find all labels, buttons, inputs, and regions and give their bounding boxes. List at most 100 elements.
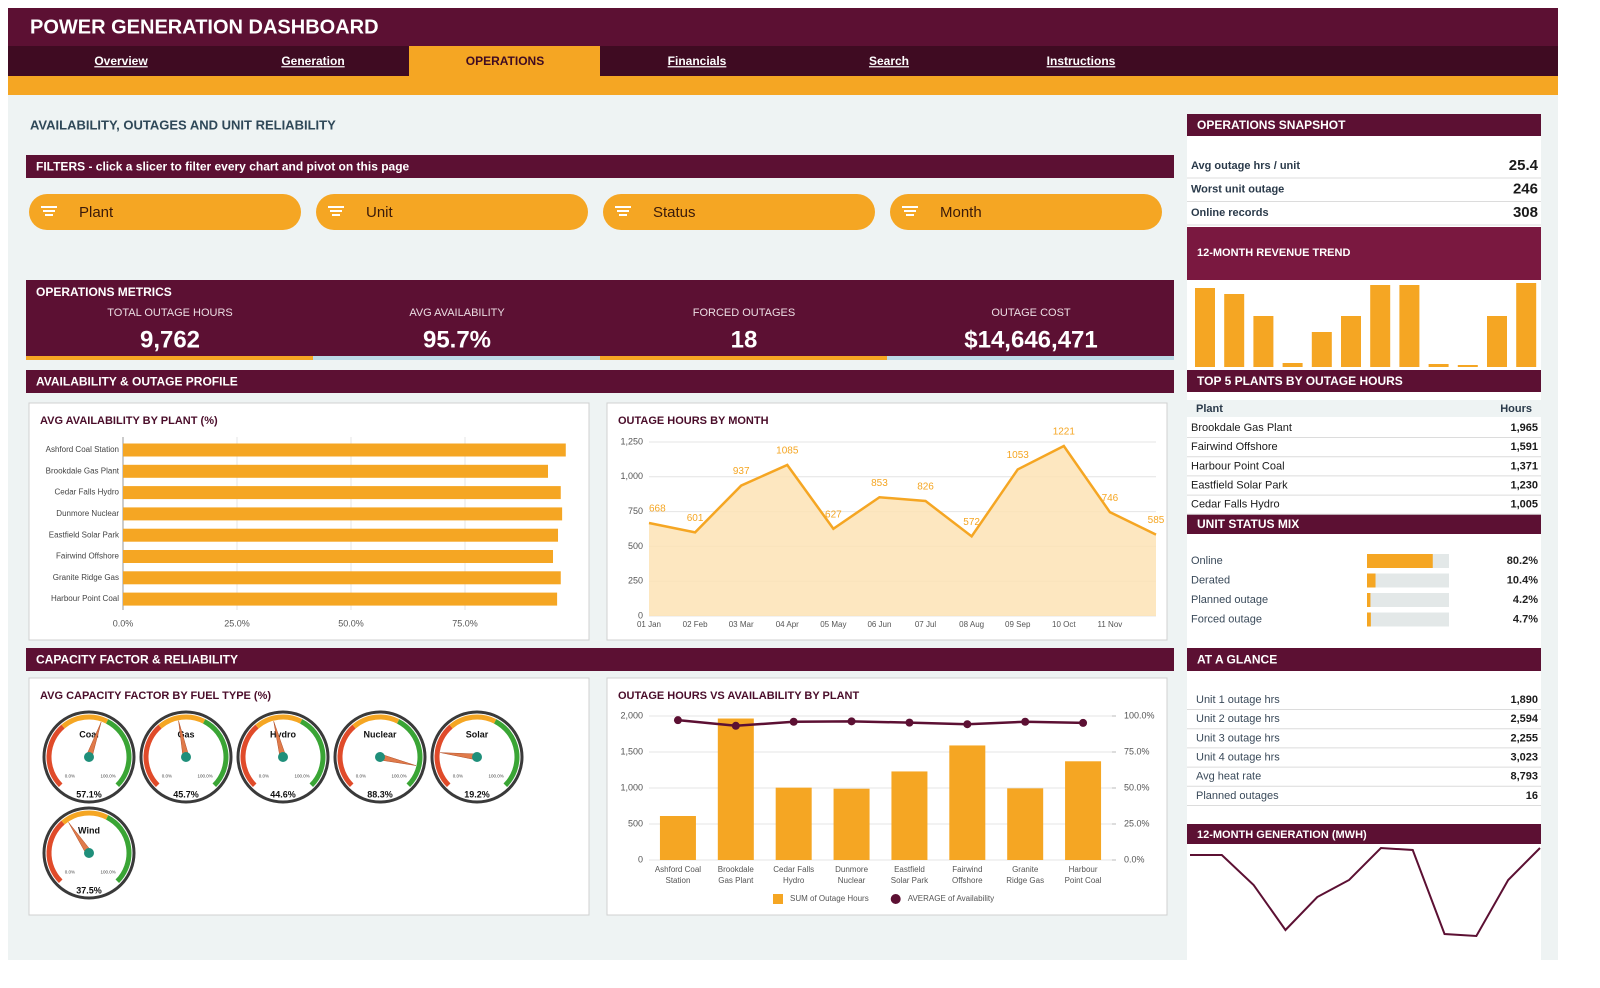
- slicer-label[interactable]: Month: [940, 204, 982, 221]
- gauge-band: [105, 815, 132, 884]
- column-header: Plant: [1196, 403, 1223, 415]
- section-header-text: CAPACITY FACTOR & RELIABILITY: [36, 653, 238, 667]
- metric-label: FORCED OUTAGES: [693, 307, 795, 319]
- line-point: [847, 717, 856, 726]
- status-bar: [1367, 554, 1433, 568]
- gauge-band: [105, 719, 132, 788]
- x-tick-label: 25.0%: [224, 618, 250, 628]
- line-point: [1079, 718, 1088, 727]
- x-tick-label: 11 Nov: [1098, 620, 1123, 629]
- column-header: Hours: [1500, 403, 1532, 415]
- line-point: [905, 718, 914, 727]
- snapshot-value: 308: [1513, 204, 1538, 221]
- gauge-label: Nuclear: [363, 729, 397, 739]
- glance-value: 2,594: [1510, 713, 1538, 725]
- metric-value: 18: [731, 326, 758, 353]
- status-track: [1367, 593, 1449, 607]
- x-tick-label: 09 Sep: [1005, 620, 1031, 629]
- metric-value: $14,646,471: [964, 326, 1097, 353]
- gauge-hub: [84, 848, 94, 858]
- y-tick-label: Fairwind Offshore: [56, 552, 120, 561]
- gauge-tick-label: 100.0%: [391, 773, 406, 778]
- slicer-label[interactable]: Unit: [366, 204, 394, 221]
- x-tick-label: Cedar Falls Hydro: [773, 865, 814, 885]
- bar: [1007, 788, 1044, 860]
- gauge-hub: [181, 752, 191, 762]
- dashboard-title: POWER GENERATION DASHBOARD: [30, 16, 379, 38]
- bar: [1341, 316, 1361, 367]
- bar: [833, 788, 870, 860]
- y-tick-label: Cedar Falls Hydro: [55, 488, 120, 497]
- status-bar: [1367, 612, 1371, 627]
- gauge-label: Gas: [177, 729, 194, 739]
- gauge-label: Coal: [79, 729, 99, 739]
- bar: [1370, 285, 1391, 367]
- glance-label: Unit 3 outage hrs: [1196, 732, 1280, 744]
- gauge-tick-label: 100.0%: [294, 773, 309, 778]
- slicer-label[interactable]: Status: [653, 204, 696, 221]
- gauge-tick-label: 100.0%: [197, 773, 212, 778]
- gauge-value: 37.5%: [76, 885, 102, 895]
- gauge-band: [240, 724, 259, 788]
- section-header: [26, 648, 1174, 671]
- bar: [717, 718, 754, 860]
- y-tick-label: 1,000: [620, 471, 643, 481]
- gauge-tick-label: 0.0%: [65, 773, 75, 778]
- gauge-hub: [84, 752, 94, 762]
- nav-tab[interactable]: Search: [869, 54, 909, 68]
- metric-strip: [600, 356, 887, 360]
- bar: [123, 592, 558, 606]
- x-tick-label: 06 Jun: [867, 620, 891, 629]
- plant-hours: 1,591: [1510, 441, 1538, 453]
- nav-tab[interactable]: Generation: [281, 54, 344, 68]
- x-tick-label: 50.0%: [338, 618, 364, 628]
- gauge-tick-label: 100.0%: [488, 773, 503, 778]
- section-header-text: AVAILABILITY & OUTAGE PROFILE: [36, 375, 238, 389]
- metric-value: 95.7%: [423, 326, 491, 353]
- nav-tab[interactable]: OPERATIONS: [466, 54, 544, 68]
- y2-tick-label: 50.0%: [1124, 782, 1150, 792]
- chart-title: 12-MONTH REVENUE TREND: [1197, 247, 1350, 259]
- glance-value: 3,023: [1510, 752, 1538, 764]
- y2-tick-label: 100.0%: [1124, 710, 1155, 720]
- plant-name: Brookdale Gas Plant: [1191, 422, 1292, 434]
- nav-tab[interactable]: Financials: [668, 54, 727, 68]
- data-label: 937: [733, 466, 750, 477]
- status-label: Online: [1191, 555, 1223, 567]
- x-tick-label: 08 Aug: [959, 620, 984, 629]
- gauge-tick-label: 100.0%: [100, 773, 115, 778]
- status-bar: [1367, 593, 1371, 607]
- gauge-tick-label: 0.0%: [162, 773, 172, 778]
- gauge-tick-label: 0.0%: [453, 773, 463, 778]
- y-tick-label: Harbour Point Coal: [51, 594, 119, 603]
- bar: [1253, 316, 1274, 367]
- snapshot-label: Avg outage hrs / unit: [1191, 160, 1300, 172]
- gauge-tick-label: 0.0%: [65, 869, 75, 874]
- chart-title: OUTAGE HOURS BY MONTH: [618, 415, 769, 427]
- gauge-band: [158, 714, 206, 729]
- section-header: [26, 370, 1174, 393]
- gauge-value: 44.6%: [270, 789, 296, 799]
- gauge-value: 88.3%: [367, 789, 393, 799]
- nav-tab[interactable]: Overview: [94, 54, 148, 68]
- glance-label: Unit 1 outage hrs: [1196, 694, 1280, 706]
- metric-label: OUTAGE COST: [991, 307, 1071, 319]
- plant-name: Eastfield Solar Park: [1191, 480, 1288, 492]
- legend-label: AVERAGE of Availability: [908, 894, 994, 903]
- section-header: [1187, 648, 1541, 671]
- gauge-band: [449, 714, 497, 729]
- gauge-hub: [472, 752, 482, 762]
- data-label: 1221: [1053, 427, 1076, 438]
- gauge-value: 57.1%: [76, 789, 102, 799]
- glance-label: Unit 2 outage hrs: [1196, 713, 1280, 725]
- nav-tab[interactable]: Instructions: [1047, 54, 1116, 68]
- metric-label: TOTAL OUTAGE HOURS: [107, 307, 233, 319]
- gauge-band: [434, 724, 453, 788]
- slicer-label[interactable]: Plant: [79, 204, 114, 221]
- gauge-band: [493, 719, 520, 788]
- line-point: [673, 716, 682, 725]
- line-point: [963, 720, 972, 729]
- snapshot-label: Worst unit outage: [1191, 183, 1284, 195]
- bar: [1224, 294, 1245, 367]
